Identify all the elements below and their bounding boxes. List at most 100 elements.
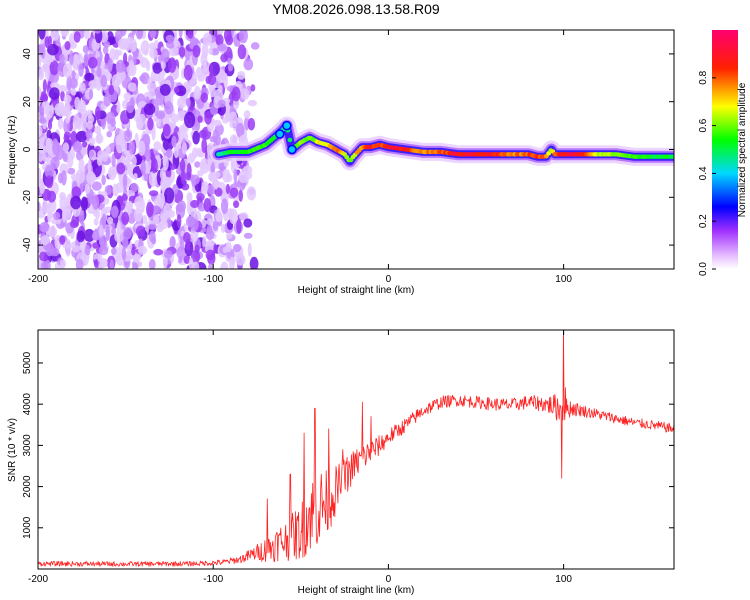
noise-blob bbox=[94, 125, 101, 135]
noise-blob bbox=[124, 40, 131, 52]
noise-blob bbox=[38, 201, 41, 212]
noise-blob bbox=[183, 255, 191, 264]
noise-blob bbox=[44, 64, 50, 80]
noise-blob bbox=[52, 140, 60, 156]
noise-blob bbox=[128, 59, 135, 70]
noise-blob bbox=[130, 182, 139, 193]
noise-blob bbox=[38, 168, 42, 184]
noise-blob bbox=[200, 92, 208, 103]
ridge-blob bbox=[275, 129, 285, 139]
y-tick-label: 0 bbox=[22, 146, 33, 152]
noise-blob bbox=[101, 241, 107, 248]
noise-blob bbox=[58, 172, 64, 184]
noise-blob bbox=[39, 179, 46, 194]
noise-blob bbox=[152, 214, 160, 225]
noise-blob bbox=[105, 225, 110, 241]
noise-blob bbox=[162, 138, 174, 151]
noise-blob bbox=[236, 218, 242, 234]
noise-blob bbox=[103, 45, 109, 55]
noise-blob bbox=[107, 166, 117, 181]
noise-blob bbox=[225, 232, 233, 240]
noise-blob bbox=[106, 216, 114, 225]
noise-blob bbox=[173, 144, 179, 159]
noise-blob bbox=[191, 249, 201, 264]
noise-blob bbox=[40, 204, 50, 214]
noise-blob bbox=[88, 56, 98, 69]
colorbar-label: Normalized spectral amplitude bbox=[737, 82, 748, 217]
noise-blob bbox=[103, 93, 112, 107]
noise-blob bbox=[214, 123, 224, 136]
noise-blob bbox=[126, 129, 131, 138]
noise-blob bbox=[177, 97, 186, 109]
noise-blob bbox=[158, 71, 165, 87]
noise-blob bbox=[115, 137, 124, 154]
y-tick-label: 4000 bbox=[22, 393, 33, 416]
noise-blob bbox=[232, 181, 243, 188]
noise-blob bbox=[228, 111, 238, 124]
noise-blob bbox=[63, 94, 72, 104]
noise-blob bbox=[71, 186, 81, 198]
noise-blob bbox=[208, 47, 213, 55]
noise-blob bbox=[45, 53, 52, 62]
noise-blob bbox=[70, 173, 78, 181]
noise-blob bbox=[47, 209, 52, 223]
noise-blob bbox=[69, 219, 79, 229]
noise-blob bbox=[237, 44, 247, 60]
noise-blob bbox=[69, 77, 78, 89]
noise-blob bbox=[45, 175, 54, 189]
noise-blob bbox=[38, 68, 43, 79]
y-tick-label: 40 bbox=[22, 48, 33, 60]
noise-blob bbox=[58, 53, 65, 64]
noise-blob bbox=[82, 141, 88, 148]
noise-blob bbox=[150, 157, 158, 174]
noise-blob bbox=[98, 262, 104, 269]
noise-blob bbox=[39, 109, 45, 123]
noise-blob bbox=[208, 263, 214, 269]
noise-blob bbox=[163, 204, 172, 218]
noise-blob bbox=[83, 30, 90, 40]
noise-blob bbox=[121, 193, 128, 201]
snr-y-ticks: 1000 2000 3000 4000 5000 bbox=[22, 351, 674, 539]
noise-blob bbox=[49, 87, 60, 100]
x-tick-label: -200 bbox=[28, 274, 48, 285]
noise-blob bbox=[38, 30, 46, 40]
noise-blob bbox=[169, 163, 177, 170]
noise-blob bbox=[131, 155, 137, 167]
noise-blob bbox=[243, 58, 254, 71]
ridge-cell bbox=[670, 154, 674, 159]
snr-panel: -200 -100 0 100 1000 2000 3000 4000 5000 Height… bbox=[7, 329, 675, 596]
noise-blob bbox=[45, 243, 55, 257]
noise-blob bbox=[42, 79, 48, 93]
noise-blob bbox=[84, 72, 95, 82]
noise-blob bbox=[111, 247, 117, 255]
noise-blob bbox=[187, 30, 194, 39]
noise-blob bbox=[162, 155, 169, 171]
noise-blob bbox=[73, 31, 81, 43]
noise-blob bbox=[80, 146, 88, 156]
noise-blob bbox=[79, 82, 86, 92]
noise-blob bbox=[40, 93, 49, 102]
colorbar-gradient bbox=[712, 30, 738, 269]
noise-blob bbox=[87, 111, 93, 119]
noise-blob bbox=[96, 56, 102, 68]
noise-blob bbox=[163, 250, 173, 259]
noise-blob bbox=[100, 74, 108, 88]
noise-blob bbox=[201, 42, 209, 59]
noise-blob bbox=[233, 168, 238, 183]
noise-blob bbox=[178, 30, 183, 39]
noise-blob bbox=[176, 214, 182, 229]
noise-blob bbox=[47, 120, 53, 130]
noise-blob bbox=[183, 64, 193, 81]
noise-blob bbox=[201, 138, 208, 154]
noise-blob bbox=[217, 43, 227, 52]
noise-blob bbox=[94, 30, 101, 34]
noise-blob bbox=[247, 99, 257, 107]
noise-blob bbox=[56, 105, 66, 117]
noise-blob bbox=[116, 162, 126, 175]
noise-blob bbox=[165, 34, 175, 42]
noise-blob bbox=[164, 187, 175, 204]
noise-blob bbox=[59, 259, 67, 268]
y-tick-label: -40 bbox=[22, 237, 33, 252]
